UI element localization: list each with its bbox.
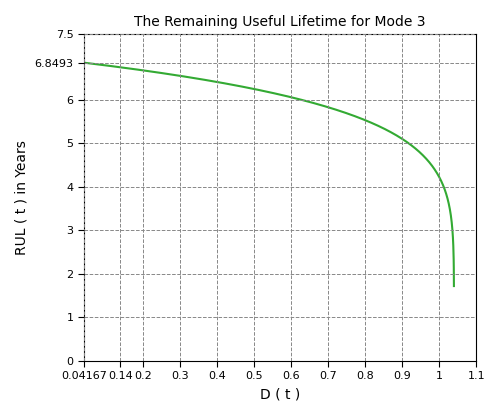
Title: The Remaining Useful Lifetime for Mode 3: The Remaining Useful Lifetime for Mode 3 — [134, 15, 426, 29]
Y-axis label: RUL ( t ) in Years: RUL ( t ) in Years — [15, 140, 29, 255]
X-axis label: D ( t ): D ( t ) — [260, 387, 300, 401]
